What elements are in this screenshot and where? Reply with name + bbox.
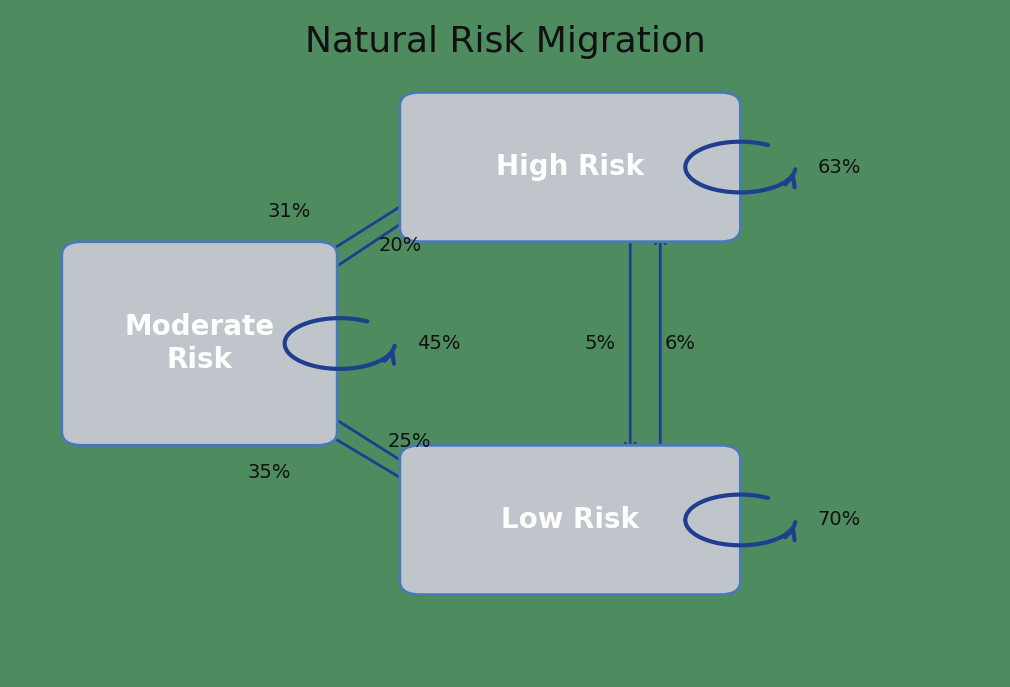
FancyBboxPatch shape	[62, 242, 337, 445]
FancyBboxPatch shape	[400, 92, 740, 242]
Text: Natural Risk Migration: Natural Risk Migration	[305, 25, 705, 58]
Text: 70%: 70%	[817, 510, 861, 530]
Text: Low Risk: Low Risk	[501, 506, 639, 534]
Text: 5%: 5%	[585, 334, 616, 353]
Text: 45%: 45%	[417, 334, 461, 353]
Text: 20%: 20%	[378, 236, 421, 255]
Text: 25%: 25%	[388, 432, 431, 451]
Text: High Risk: High Risk	[496, 153, 644, 181]
Text: 63%: 63%	[817, 157, 861, 177]
Text: 35%: 35%	[247, 463, 291, 482]
Text: 31%: 31%	[268, 202, 311, 221]
Text: 6%: 6%	[665, 334, 696, 353]
Text: Moderate
Risk: Moderate Risk	[124, 313, 275, 374]
FancyBboxPatch shape	[400, 445, 740, 595]
